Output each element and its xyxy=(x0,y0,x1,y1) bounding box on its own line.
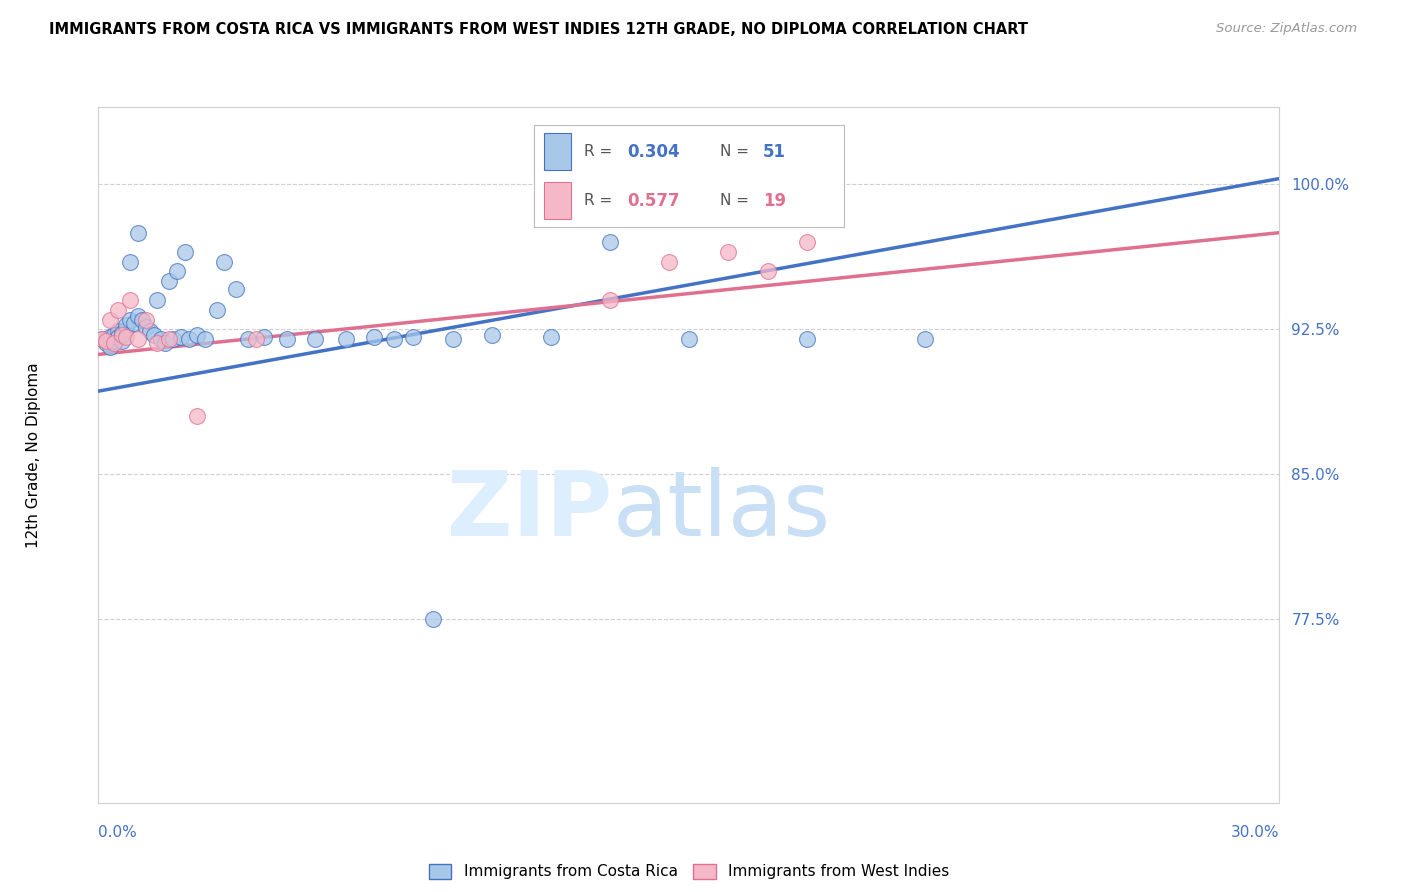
Text: 51: 51 xyxy=(763,143,786,161)
Point xyxy=(122,317,145,331)
Point xyxy=(98,330,121,344)
Point xyxy=(756,264,779,278)
Text: atlas: atlas xyxy=(612,467,831,555)
Point xyxy=(103,335,125,350)
Text: R =: R = xyxy=(583,144,617,159)
Legend: Immigrants from Costa Rica, Immigrants from West Indies: Immigrants from Costa Rica, Immigrants f… xyxy=(422,857,956,886)
Point xyxy=(402,330,425,344)
Point xyxy=(186,409,208,424)
Point xyxy=(335,332,357,346)
Point xyxy=(142,328,165,343)
Text: R =: R = xyxy=(583,194,617,209)
Point xyxy=(127,226,149,240)
Point xyxy=(678,332,700,346)
Point xyxy=(111,326,134,341)
Point xyxy=(382,332,405,346)
Point xyxy=(111,334,134,348)
Text: 0.577: 0.577 xyxy=(627,192,679,210)
Point xyxy=(91,332,114,346)
Point xyxy=(118,254,141,268)
Bar xyxy=(544,182,571,219)
Point xyxy=(214,254,236,268)
Text: 0.304: 0.304 xyxy=(627,143,679,161)
Point xyxy=(599,293,621,308)
Point xyxy=(194,332,217,346)
Point xyxy=(914,332,936,346)
Point xyxy=(717,245,740,260)
Point xyxy=(138,324,160,338)
Point xyxy=(135,312,157,326)
Point xyxy=(127,309,149,323)
Point xyxy=(96,334,118,348)
Point xyxy=(540,330,562,344)
Point xyxy=(115,318,138,333)
Point xyxy=(170,330,193,344)
Point xyxy=(107,303,129,318)
Point xyxy=(127,332,149,346)
Point xyxy=(157,332,180,346)
Text: 12th Grade, No Diploma: 12th Grade, No Diploma xyxy=(25,362,41,548)
Point xyxy=(236,332,259,346)
Text: 0.0%: 0.0% xyxy=(98,825,138,840)
Point xyxy=(481,328,503,343)
Point xyxy=(174,245,197,260)
Point xyxy=(118,293,141,308)
Point xyxy=(150,332,173,346)
Point xyxy=(135,320,157,334)
Text: Source: ZipAtlas.com: Source: ZipAtlas.com xyxy=(1216,22,1357,36)
Point xyxy=(253,330,276,344)
Point xyxy=(245,332,267,346)
Point xyxy=(111,328,134,343)
Point xyxy=(205,303,228,318)
Point xyxy=(131,312,153,326)
Point xyxy=(225,282,247,296)
Point xyxy=(146,335,169,350)
Text: ZIP: ZIP xyxy=(447,467,612,555)
Text: IMMIGRANTS FROM COSTA RICA VS IMMIGRANTS FROM WEST INDIES 12TH GRADE, NO DIPLOMA: IMMIGRANTS FROM COSTA RICA VS IMMIGRANTS… xyxy=(49,22,1028,37)
Point xyxy=(166,264,188,278)
Bar xyxy=(544,133,571,170)
Point xyxy=(146,293,169,308)
Point xyxy=(422,612,444,626)
Point xyxy=(91,332,114,346)
Point xyxy=(796,235,818,250)
Point xyxy=(96,335,118,350)
Point xyxy=(107,324,129,338)
Point xyxy=(186,328,208,343)
Point xyxy=(177,332,200,346)
Point xyxy=(103,334,125,348)
Point xyxy=(107,330,129,344)
Text: N =: N = xyxy=(720,194,754,209)
Text: 30.0%: 30.0% xyxy=(1232,825,1279,840)
Point xyxy=(796,332,818,346)
Point xyxy=(157,274,180,288)
Point xyxy=(363,330,385,344)
Text: N =: N = xyxy=(720,144,754,159)
Text: 19: 19 xyxy=(763,192,786,210)
Point xyxy=(98,312,121,326)
Point xyxy=(98,340,121,354)
Point xyxy=(599,235,621,250)
Point xyxy=(276,332,298,346)
Point xyxy=(304,332,326,346)
Point xyxy=(441,332,464,346)
Point xyxy=(115,322,138,336)
Point xyxy=(658,254,681,268)
Point xyxy=(155,335,177,350)
Point xyxy=(162,332,184,346)
Point xyxy=(118,312,141,326)
Point xyxy=(115,330,138,344)
Point xyxy=(103,328,125,343)
